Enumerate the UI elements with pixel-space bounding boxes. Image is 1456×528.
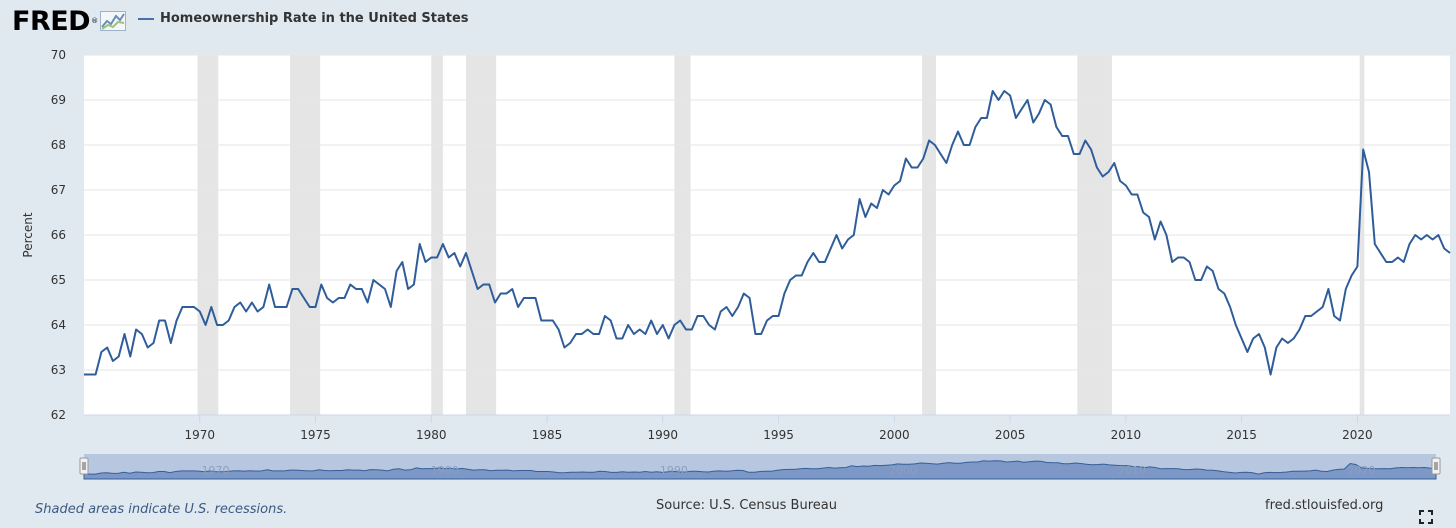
x-tick-label: 1990 <box>648 428 679 442</box>
navigator-year-label: 2020 <box>1347 464 1375 477</box>
fullscreen-icon[interactable] <box>1419 510 1433 524</box>
y-tick-label: 70 <box>51 48 66 62</box>
y-tick-label: 68 <box>51 138 66 152</box>
registered-mark: ® <box>91 17 99 25</box>
x-tick-label: 1970 <box>184 428 215 442</box>
y-tick-label: 66 <box>51 228 66 242</box>
navigator-year-label: 1970 <box>202 464 230 477</box>
y-tick-label: 64 <box>51 318 66 332</box>
navigator-year-label: 1990 <box>660 464 688 477</box>
navigator-year-label: 2000 <box>889 464 917 477</box>
series-line[interactable] <box>84 90 1451 376</box>
x-tick-label: 1980 <box>416 428 447 442</box>
navigator-series <box>83 460 1437 480</box>
x-tick-label: 2020 <box>1342 428 1373 442</box>
chart-header: FRED ® Homeownership Rate in the United S… <box>0 0 1456 44</box>
x-tick-label: 2005 <box>995 428 1026 442</box>
y-tick-label: 65 <box>51 273 66 287</box>
navigator-year-label: 2010 <box>1118 464 1146 477</box>
chart-legend[interactable]: Homeownership Rate in the United States <box>138 11 469 26</box>
line-chart-icon <box>100 11 127 31</box>
y-tick-label: 69 <box>51 93 66 107</box>
navigator-handle[interactable] <box>79 457 89 475</box>
legend-series-label: Homeownership Rate in the United States <box>160 11 469 26</box>
x-tick-label: 2015 <box>1226 428 1257 442</box>
recession-note: Shaded areas indicate U.S. recessions. <box>35 502 288 517</box>
x-tick-label: 2010 <box>1111 428 1142 442</box>
navigator-year-label: 1980 <box>431 464 459 477</box>
navigator-handle[interactable] <box>1431 457 1441 475</box>
x-tick-label: 1985 <box>532 428 563 442</box>
y-tick-label: 62 <box>51 408 66 422</box>
fred-logo-text: FRED <box>12 5 91 37</box>
site-link[interactable]: fred.stlouisfed.org <box>1265 498 1384 513</box>
x-tick-label: 1975 <box>300 428 331 442</box>
x-tick-label: 1995 <box>763 428 794 442</box>
fred-logo[interactable]: FRED ® <box>12 5 127 37</box>
y-tick-label: 67 <box>51 183 66 197</box>
source-text: Source: U.S. Census Bureau <box>656 498 837 513</box>
x-tick-label: 2000 <box>879 428 910 442</box>
legend-swatch <box>138 17 154 20</box>
y-tick-label: 63 <box>51 363 66 377</box>
y-axis-label: Percent <box>21 212 35 257</box>
